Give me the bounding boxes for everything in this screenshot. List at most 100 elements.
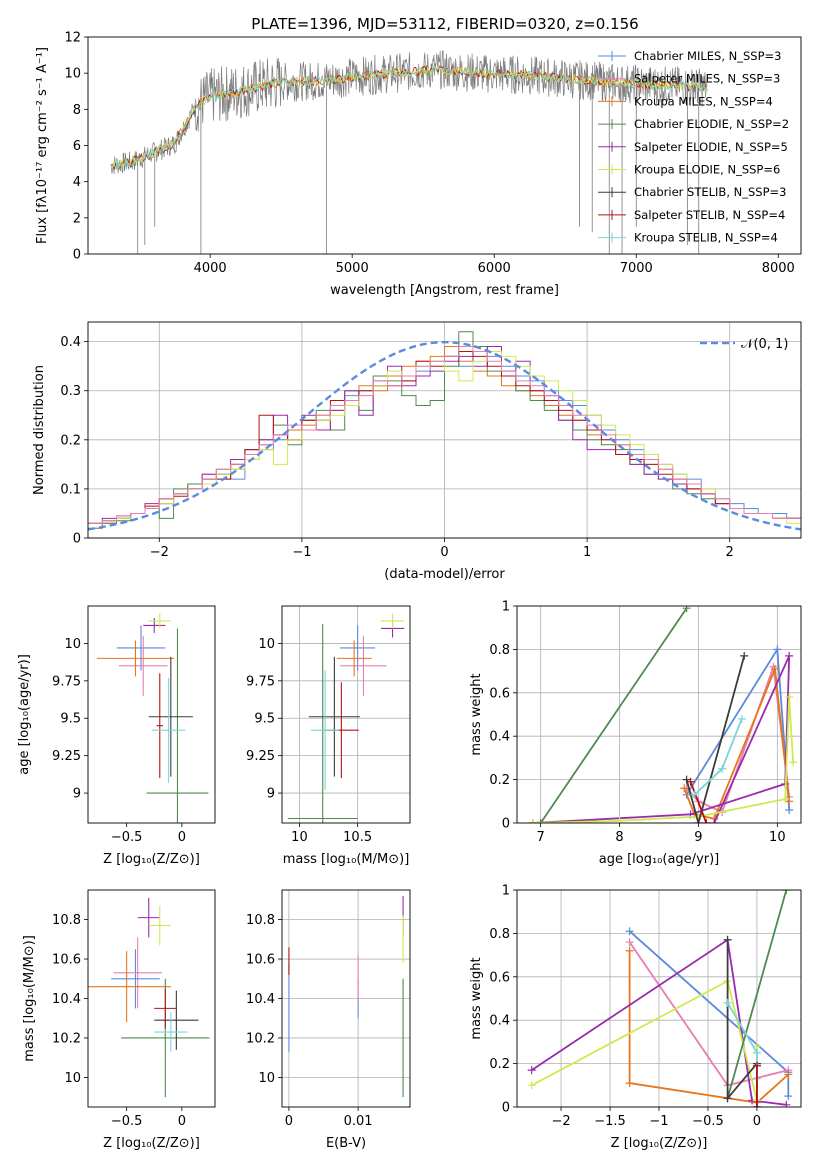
grid xyxy=(282,606,410,823)
data-point xyxy=(148,613,171,629)
series-line xyxy=(531,979,758,1101)
axes-frame: −2 −1 0 1 2 0 0.1 0.2 0.3 0.4 (data-model)/error No… xyxy=(32,321,802,582)
legend-label: Salpeter ELODIE, N_SSP=5 xyxy=(634,140,788,154)
y-tick-label: 0 xyxy=(502,1101,510,1116)
legend-label: Kroupa STELIB, N_SSP=4 xyxy=(634,231,778,245)
plus-marker xyxy=(782,1100,791,1107)
y-axis-label: Normed distribution xyxy=(32,365,47,495)
plus-marker xyxy=(785,651,794,660)
axes-border xyxy=(281,605,411,824)
x-tick-label: −0.5 xyxy=(111,830,143,845)
x-tick-label: 10.5 xyxy=(343,830,372,845)
age-vs-metallicity-panel: −0.5 0 9 9.25 9.5 9.75 10 Z [log₁₀(Z/Z⊙)] age [l… xyxy=(17,605,216,867)
plus-marker xyxy=(789,758,798,767)
plus-marker xyxy=(769,662,778,671)
data-point xyxy=(116,625,166,671)
x-tick-label: −2 xyxy=(150,545,169,560)
plus-marker xyxy=(723,1094,732,1103)
x-axis-label: mass [log₁₀(M/M⊙)] xyxy=(283,852,410,867)
y-tick-label: 0.6 xyxy=(489,970,510,985)
data-point xyxy=(308,656,360,777)
axes-frame: −2 −1.5 −1 −0.5 0 0 0.2 0.4 0.6 0.8 1 Z [log₁₀(Z/Z⊙… xyxy=(469,884,802,1151)
axes-frame: 0 0.01 10 10.2 10.4 10.6 10.8 E(B-V) xyxy=(246,889,411,1151)
x-tick-label: 10 xyxy=(291,830,308,845)
axes-frame: −0.5 0 9 9.25 9.5 9.75 10 Z [log₁₀(Z/Z⊙)] age [l… xyxy=(17,605,216,867)
plus-marker xyxy=(682,775,691,784)
y-tick-label: 10 xyxy=(64,637,81,652)
massweight-vs-metallicity-panel: −2 −1.5 −1 −0.5 0 0 0.2 0.4 0.6 0.8 1 Z [log₁₀(Z/Z⊙… xyxy=(469,884,802,1151)
x-axis-label: Z [log₁₀(Z/Z⊙)] xyxy=(103,1136,200,1151)
axes-frame: 10 10.5 9 9.25 9.5 9.75 10 mass [log₁₀(M/M⊙)] xyxy=(246,605,411,867)
x-tick-label: 0 xyxy=(440,545,448,560)
data-point xyxy=(380,613,405,629)
plot-area xyxy=(527,890,793,1107)
y-tick-label: 0.4 xyxy=(489,730,510,745)
x-axis-label: Z [log₁₀(Z/Z⊙)] xyxy=(611,1136,708,1151)
plus-marker xyxy=(710,819,719,823)
y-axis-label: age [log₁₀(age/yr)] xyxy=(17,654,32,775)
data-point xyxy=(137,897,160,938)
plus-marker xyxy=(785,797,794,806)
x-tick-label: −2 xyxy=(551,1114,570,1129)
y-tick-label: 9.75 xyxy=(52,674,81,689)
plus-marker xyxy=(528,819,537,823)
y-tick-label: 0.6 xyxy=(489,686,510,701)
plus-marker xyxy=(625,927,634,936)
plot-area xyxy=(88,897,210,1098)
y-axis-label: Flux [fλ10⁻¹⁷ erg cm⁻² s⁻¹ A⁻¹] xyxy=(35,47,50,244)
y-tick-label: 10.2 xyxy=(246,1031,275,1046)
x-tick-label: −0.5 xyxy=(692,1114,724,1129)
x-tick-label: 6000 xyxy=(478,261,511,276)
plus-marker xyxy=(782,890,791,894)
x-tick-label: 0 xyxy=(753,1114,761,1129)
data-point xyxy=(143,617,166,633)
legend-label: Chabrier ELODIE, N_SSP=2 xyxy=(634,117,789,131)
plus-marker xyxy=(785,805,794,814)
legend: Chabrier MILES, N_SSP=3 Salpeter MILES, N… xyxy=(598,49,789,245)
data-point xyxy=(148,656,193,777)
plot-area xyxy=(110,50,708,254)
data-point xyxy=(154,990,199,1050)
y-tick-label: 9 xyxy=(73,787,81,802)
x-axis-label: (data-model)/error xyxy=(384,567,505,582)
y-tick-label: 1 xyxy=(502,884,510,899)
y-tick-label: 0.1 xyxy=(60,482,81,497)
plus-marker xyxy=(527,1066,536,1075)
x-tick-label: 7000 xyxy=(620,261,653,276)
y-tick-label: 12 xyxy=(64,31,81,46)
y-tick-label: 0 xyxy=(73,532,81,547)
y-tick-label: 10.8 xyxy=(52,913,81,928)
y-tick-label: 0.4 xyxy=(489,1014,510,1029)
plus-marker xyxy=(694,819,703,823)
x-tick-label: 7 xyxy=(537,830,545,845)
residual-histogram-panel: −2 −1 0 1 2 0 0.1 0.2 0.3 0.4 (data-model)/error No… xyxy=(32,321,802,582)
x-tick-label: 10 xyxy=(769,830,786,845)
observed-spectrum xyxy=(110,50,708,175)
x-tick-label: 0.01 xyxy=(344,1114,373,1129)
axes-frame: −0.5 0 10 10.2 10.4 10.6 10.8 Z [log₁₀(Z/Z⊙)] ma… xyxy=(22,889,216,1151)
y-tick-label: 9.5 xyxy=(60,712,81,727)
data-point xyxy=(88,951,171,1023)
plus-marker xyxy=(770,664,779,673)
x-axis-label: Z [log₁₀(Z/Z⊙)] xyxy=(103,852,200,867)
axes-frame: 4000 5000 6000 7000 8000 0 2 4 6 8 10 12 wavelength … xyxy=(35,31,802,298)
plus-marker xyxy=(723,998,732,1007)
data-point xyxy=(118,635,168,696)
plus-marker xyxy=(784,1070,793,1079)
x-axis-label: wavelength [Angstrom, rest frame] xyxy=(330,283,559,298)
y-tick-label: 9.25 xyxy=(246,749,275,764)
series-line xyxy=(628,950,789,1104)
data-point xyxy=(156,673,164,779)
data-point xyxy=(111,949,160,1009)
x-tick-label: 0 xyxy=(178,830,186,845)
data-point xyxy=(340,625,376,671)
x-tick-label: 5000 xyxy=(336,261,369,276)
plus-marker xyxy=(718,764,727,773)
series-line xyxy=(685,655,746,823)
axes-border xyxy=(516,889,802,1108)
x-tick-label: −0.5 xyxy=(111,1114,143,1129)
plot-area xyxy=(528,606,798,823)
plot-area xyxy=(288,895,404,1098)
y-tick-label: 10 xyxy=(64,67,81,82)
